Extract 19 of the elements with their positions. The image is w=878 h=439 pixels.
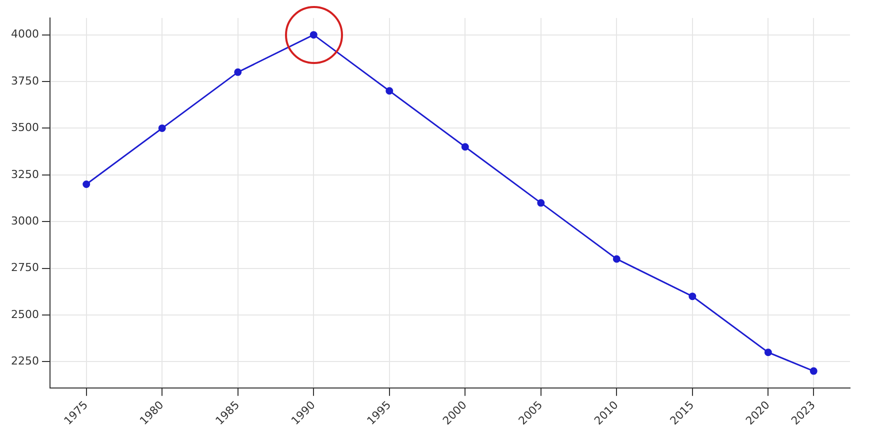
point <box>688 292 696 300</box>
point <box>612 255 620 263</box>
point <box>234 68 242 76</box>
point <box>537 199 545 207</box>
point <box>810 367 818 375</box>
point <box>386 87 394 95</box>
y-tick-label: 2500 <box>10 308 39 321</box>
y-tick-label: 3500 <box>10 121 39 134</box>
y-tick-label: 2250 <box>10 354 39 368</box>
y-tick-label: 3250 <box>10 168 39 181</box>
point <box>82 180 90 188</box>
y-tick-label: 3000 <box>10 214 39 228</box>
y-tick-label: 4000 <box>10 28 39 41</box>
point <box>764 348 772 356</box>
y-tick-label: 2750 <box>10 261 39 274</box>
point <box>310 31 318 39</box>
y-tick-label: 3750 <box>10 74 39 88</box>
point <box>461 143 469 151</box>
point <box>158 124 166 132</box>
